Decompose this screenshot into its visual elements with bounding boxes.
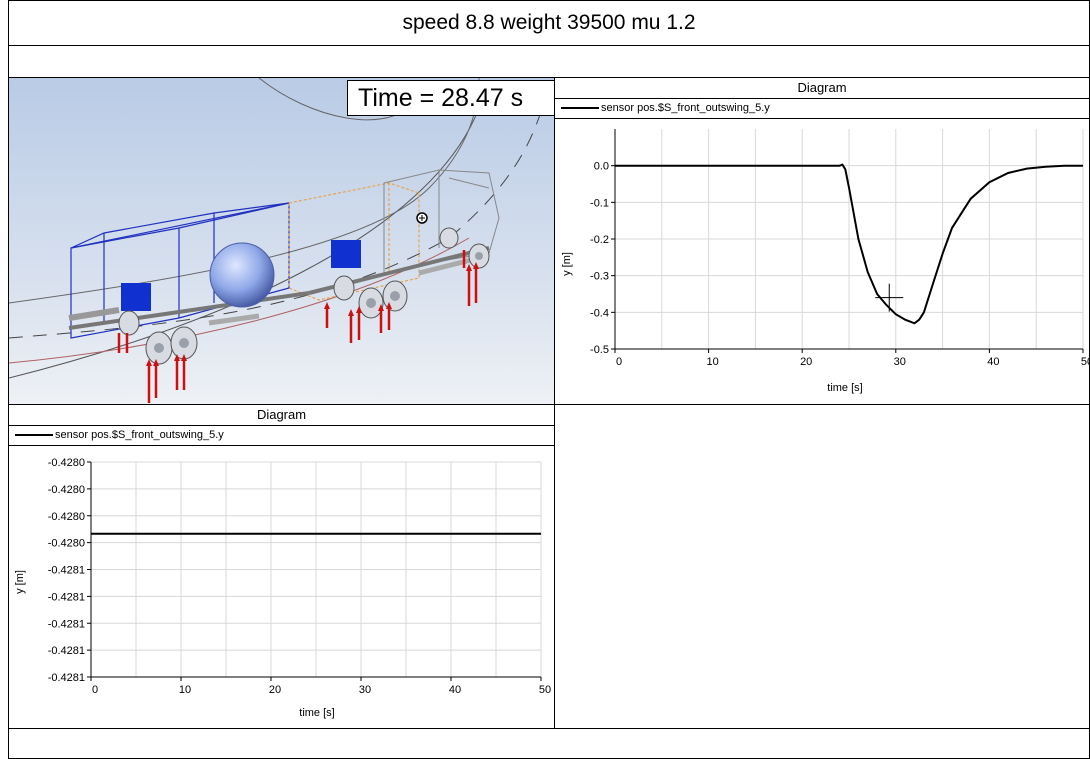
y-tick-label: -0.4280 bbox=[48, 511, 85, 523]
y-tick-label: -0.4 bbox=[590, 307, 609, 319]
legend-line-swatch bbox=[15, 434, 53, 436]
empty-panel bbox=[554, 404, 1090, 729]
y-tick-label: -0.4281 bbox=[48, 645, 85, 657]
force-arrowheads bbox=[146, 262, 479, 366]
diagram-title: Diagram bbox=[9, 405, 554, 426]
trailer-axle-block bbox=[121, 283, 151, 311]
y-tick-label: 0.0 bbox=[594, 161, 609, 173]
y-tick-label: -0.4280 bbox=[48, 457, 85, 469]
trailer-frame bbox=[70, 202, 290, 339]
x-tick-label: 50 bbox=[1081, 356, 1089, 368]
truck-3d-scene bbox=[9, 78, 550, 403]
empty-toolbar-strip bbox=[8, 45, 1090, 78]
y-tick-label: -0.1 bbox=[590, 197, 609, 209]
force-arrows bbox=[117, 250, 478, 403]
diagram-legend[interactable]: sensor pos.$S_front_outswing_5.y bbox=[555, 98, 1089, 119]
title-text: speed 8.8 weight 39500 mu 1.2 bbox=[402, 11, 696, 34]
plot-area[interactable]: y [m] time [s] -0.4280 -0.4280 -0.4280 -0.4… bbox=[9, 446, 554, 729]
x-tick-label: 10 bbox=[706, 356, 718, 368]
x-tick-label: 30 bbox=[359, 684, 371, 696]
x-tick-label: 40 bbox=[987, 356, 999, 368]
x-tick-label: 30 bbox=[894, 356, 906, 368]
orange-box bbox=[288, 182, 420, 301]
x-tick-label: 20 bbox=[269, 684, 281, 696]
y-tick-label: -0.2 bbox=[590, 234, 609, 246]
x-tick-label: 10 bbox=[179, 684, 191, 696]
y-tick-label: -0.4281 bbox=[48, 591, 85, 603]
x-axis-label: time [s] bbox=[827, 382, 862, 394]
hubs bbox=[154, 252, 483, 353]
x-tick-label: 0 bbox=[616, 356, 622, 368]
legend-label: sensor pos.$S_front_outswing_5.y bbox=[55, 429, 224, 441]
series-line bbox=[615, 163, 1083, 325]
y-tick-label: -0.4281 bbox=[48, 618, 85, 630]
animation-view[interactable]: Time = 28.47 s bbox=[8, 77, 555, 405]
x-axis-label: time [s] bbox=[299, 707, 334, 719]
x-tick-label: 40 bbox=[449, 684, 461, 696]
cab-axle-block bbox=[331, 240, 361, 268]
window-title: speed 8.8 weight 39500 mu 1.2 bbox=[8, 0, 1090, 46]
y-tick-label: -0.3 bbox=[590, 271, 609, 283]
y-tick-label: -0.4280 bbox=[48, 484, 85, 496]
x-tick-label: 0 bbox=[92, 684, 98, 696]
legend-label: sensor pos.$S_front_outswing_5.y bbox=[601, 102, 770, 114]
y-tick-label: -0.4280 bbox=[48, 538, 85, 550]
y-tick-label: -0.4281 bbox=[48, 672, 85, 684]
chassis bbox=[68, 246, 490, 330]
empty-footer-strip bbox=[8, 728, 1090, 759]
diagram-legend[interactable]: sensor pos.$S_front_outswing_5.y bbox=[9, 425, 554, 446]
y-axis-label: y [m] bbox=[14, 570, 26, 594]
legend-line-swatch bbox=[561, 107, 599, 109]
y-tick-label: -0.4281 bbox=[48, 565, 85, 577]
x-tick-label: 50 bbox=[539, 684, 551, 696]
diagram-panel-bottom[interactable]: Diagram sensor pos.$S_front_outswing_5.y… bbox=[8, 404, 555, 729]
diagram-panel-top[interactable]: Diagram sensor pos.$S_front_outswing_5.y… bbox=[554, 77, 1090, 405]
tank-sphere bbox=[209, 242, 275, 308]
time-label: Time = 28.47 s bbox=[347, 80, 554, 116]
plot-area[interactable]: y [m] time [s] 0.0 -0.1 -0.2 -0.3 -0.4 -0.5 0 1… bbox=[555, 119, 1089, 405]
diagram-title: Diagram bbox=[555, 78, 1089, 99]
y-axis-label: y [m] bbox=[561, 252, 573, 276]
x-tick-label: 20 bbox=[800, 356, 812, 368]
y-tick-label: -0.5 bbox=[590, 344, 609, 356]
